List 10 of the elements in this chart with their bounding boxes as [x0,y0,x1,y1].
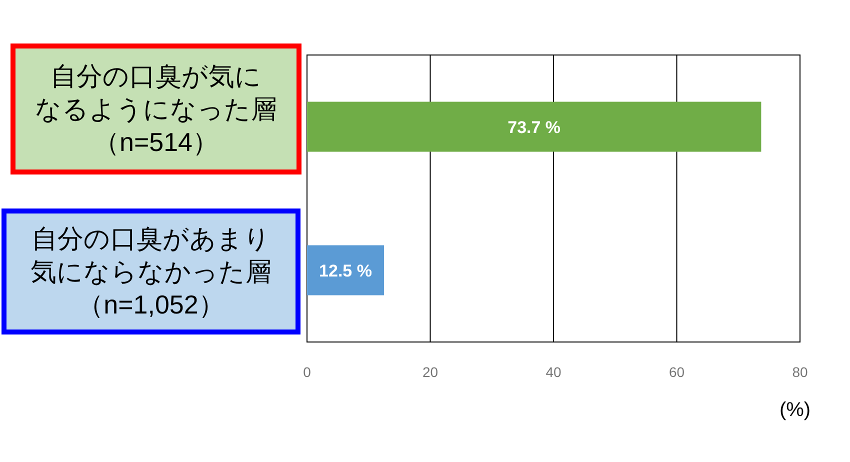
y-tick-label: 自分の口臭が気になるようになった層（n=514） [35,61,277,157]
x-tick-label: 60 [668,364,685,380]
x-tick-label: 0 [303,364,312,380]
data-label: 12.5 % [319,261,372,280]
x-tick-label: 80 [792,364,808,380]
data-label: 73.7 % [508,118,561,137]
x-tick-label: 40 [546,364,562,380]
x-axis-title: (%) [779,399,811,421]
x-tick-label: 20 [422,364,438,380]
y-tick-label: 自分の口臭があまり気にならなかった層（n=1,052） [30,224,272,320]
